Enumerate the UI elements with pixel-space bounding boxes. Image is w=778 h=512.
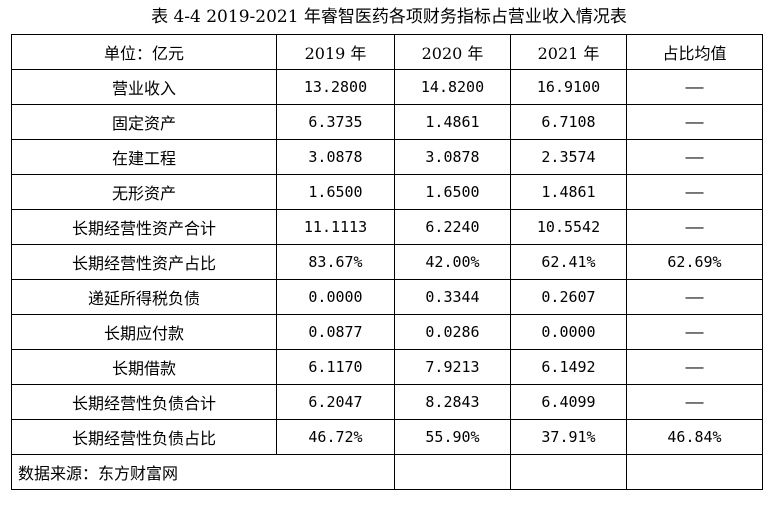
cell-avg: ——: [626, 384, 763, 420]
cell-2019: 11.1113: [276, 209, 395, 245]
table-row: 长期经营性负债占比 46.72% 55.90% 37.91% 46.84%: [11, 419, 763, 455]
cell-2020: 7.9213: [394, 349, 511, 385]
cell-avg: ——: [626, 349, 763, 385]
cell-avg: ——: [626, 104, 763, 140]
table-row: 递延所得税负债 0.0000 0.3344 0.2607 ——: [11, 279, 763, 315]
table-row: 固定资产 6.3735 1.4861 6.7108 ——: [11, 104, 763, 140]
cell-2021: 62.41%: [510, 244, 627, 280]
header-2019: 2019 年: [276, 34, 395, 70]
cell-avg: ——: [626, 174, 763, 210]
cell-2021: 1.4861: [510, 174, 627, 210]
cell-2019: 6.2047: [276, 384, 395, 420]
cell-2021: 6.7108: [510, 104, 627, 140]
row-label: 长期经营性资产占比: [11, 244, 277, 280]
row-label: 长期经营性负债占比: [11, 419, 277, 455]
cell-2019: 6.1170: [276, 349, 395, 385]
cell-2021: 6.1492: [510, 349, 627, 385]
table-row: 无形资产 1.6500 1.6500 1.4861 ——: [11, 174, 763, 210]
cell-avg: 46.84%: [626, 419, 763, 455]
cell-2019: 1.6500: [276, 174, 395, 210]
cell-2019: 0.0877: [276, 314, 395, 350]
table-row: 在建工程 3.0878 3.0878 2.3574 ——: [11, 139, 763, 175]
cell-2019: 13.2800: [276, 69, 395, 105]
cell-2020: 0.0286: [394, 314, 511, 350]
table-row: 长期经营性资产合计 11.1113 6.2240 10.5542 ——: [11, 209, 763, 245]
cell-2019: 6.3735: [276, 104, 395, 140]
cell-2021: 0.0000: [510, 314, 627, 350]
cell-avg: 62.69%: [626, 244, 763, 280]
cell-2021: 10.5542: [510, 209, 627, 245]
cell-avg: ——: [626, 279, 763, 315]
empty-cell: [276, 454, 395, 490]
empty-cell: [510, 454, 627, 490]
cell-2020: 0.3344: [394, 279, 511, 315]
cell-2019: 3.0878: [276, 139, 395, 175]
cell-2019: 0.0000: [276, 279, 395, 315]
empty-cell: [626, 454, 763, 490]
financial-table: 单位：亿元 2019 年 2020 年 2021 年 占比均值 营业收入 13.…: [11, 34, 763, 490]
header-2021: 2021 年: [510, 34, 627, 70]
cell-2021: 37.91%: [510, 419, 627, 455]
row-label: 固定资产: [11, 104, 277, 140]
cell-2020: 14.8200: [394, 69, 511, 105]
cell-2020: 1.4861: [394, 104, 511, 140]
cell-2019: 83.67%: [276, 244, 395, 280]
cell-2021: 6.4099: [510, 384, 627, 420]
cell-2021: 2.3574: [510, 139, 627, 175]
table-row: 长期借款 6.1170 7.9213 6.1492 ——: [11, 349, 763, 385]
cell-avg: ——: [626, 209, 763, 245]
cell-2020: 3.0878: [394, 139, 511, 175]
data-source: 数据来源：东方财富网: [11, 454, 277, 490]
header-unit: 单位：亿元: [11, 34, 277, 70]
table-row: 长期经营性负债合计 6.2047 8.2843 6.4099 ——: [11, 384, 763, 420]
row-label: 在建工程: [11, 139, 277, 175]
cell-avg: ——: [626, 69, 763, 105]
source-row: 数据来源：东方财富网: [11, 454, 763, 490]
cell-avg: ——: [626, 314, 763, 350]
row-label: 无形资产: [11, 174, 277, 210]
empty-cell: [394, 454, 511, 490]
header-avg: 占比均值: [626, 34, 763, 70]
cell-2020: 42.00%: [394, 244, 511, 280]
header-row: 单位：亿元 2019 年 2020 年 2021 年 占比均值: [11, 34, 763, 70]
row-label: 长期经营性负债合计: [11, 384, 277, 420]
row-label: 长期应付款: [11, 314, 277, 350]
cell-2019: 46.72%: [276, 419, 395, 455]
cell-avg: ——: [626, 139, 763, 175]
row-label: 递延所得税负债: [11, 279, 277, 315]
cell-2020: 8.2843: [394, 384, 511, 420]
cell-2021: 0.2607: [510, 279, 627, 315]
row-label: 长期经营性资产合计: [11, 209, 277, 245]
cell-2020: 55.90%: [394, 419, 511, 455]
cell-2020: 1.6500: [394, 174, 511, 210]
row-label: 长期借款: [11, 349, 277, 385]
table-row: 长期应付款 0.0877 0.0286 0.0000 ——: [11, 314, 763, 350]
table-title: 表 4-4 2019-2021 年睿智医药各项财务指标占营业收入情况表: [151, 7, 627, 27]
row-label: 营业收入: [11, 69, 277, 105]
header-2020: 2020 年: [394, 34, 511, 70]
cell-2020: 6.2240: [394, 209, 511, 245]
table-row: 长期经营性资产占比 83.67% 42.00% 62.41% 62.69%: [11, 244, 763, 280]
cell-2021: 16.9100: [510, 69, 627, 105]
table-row: 营业收入 13.2800 14.8200 16.9100 ——: [11, 69, 763, 105]
